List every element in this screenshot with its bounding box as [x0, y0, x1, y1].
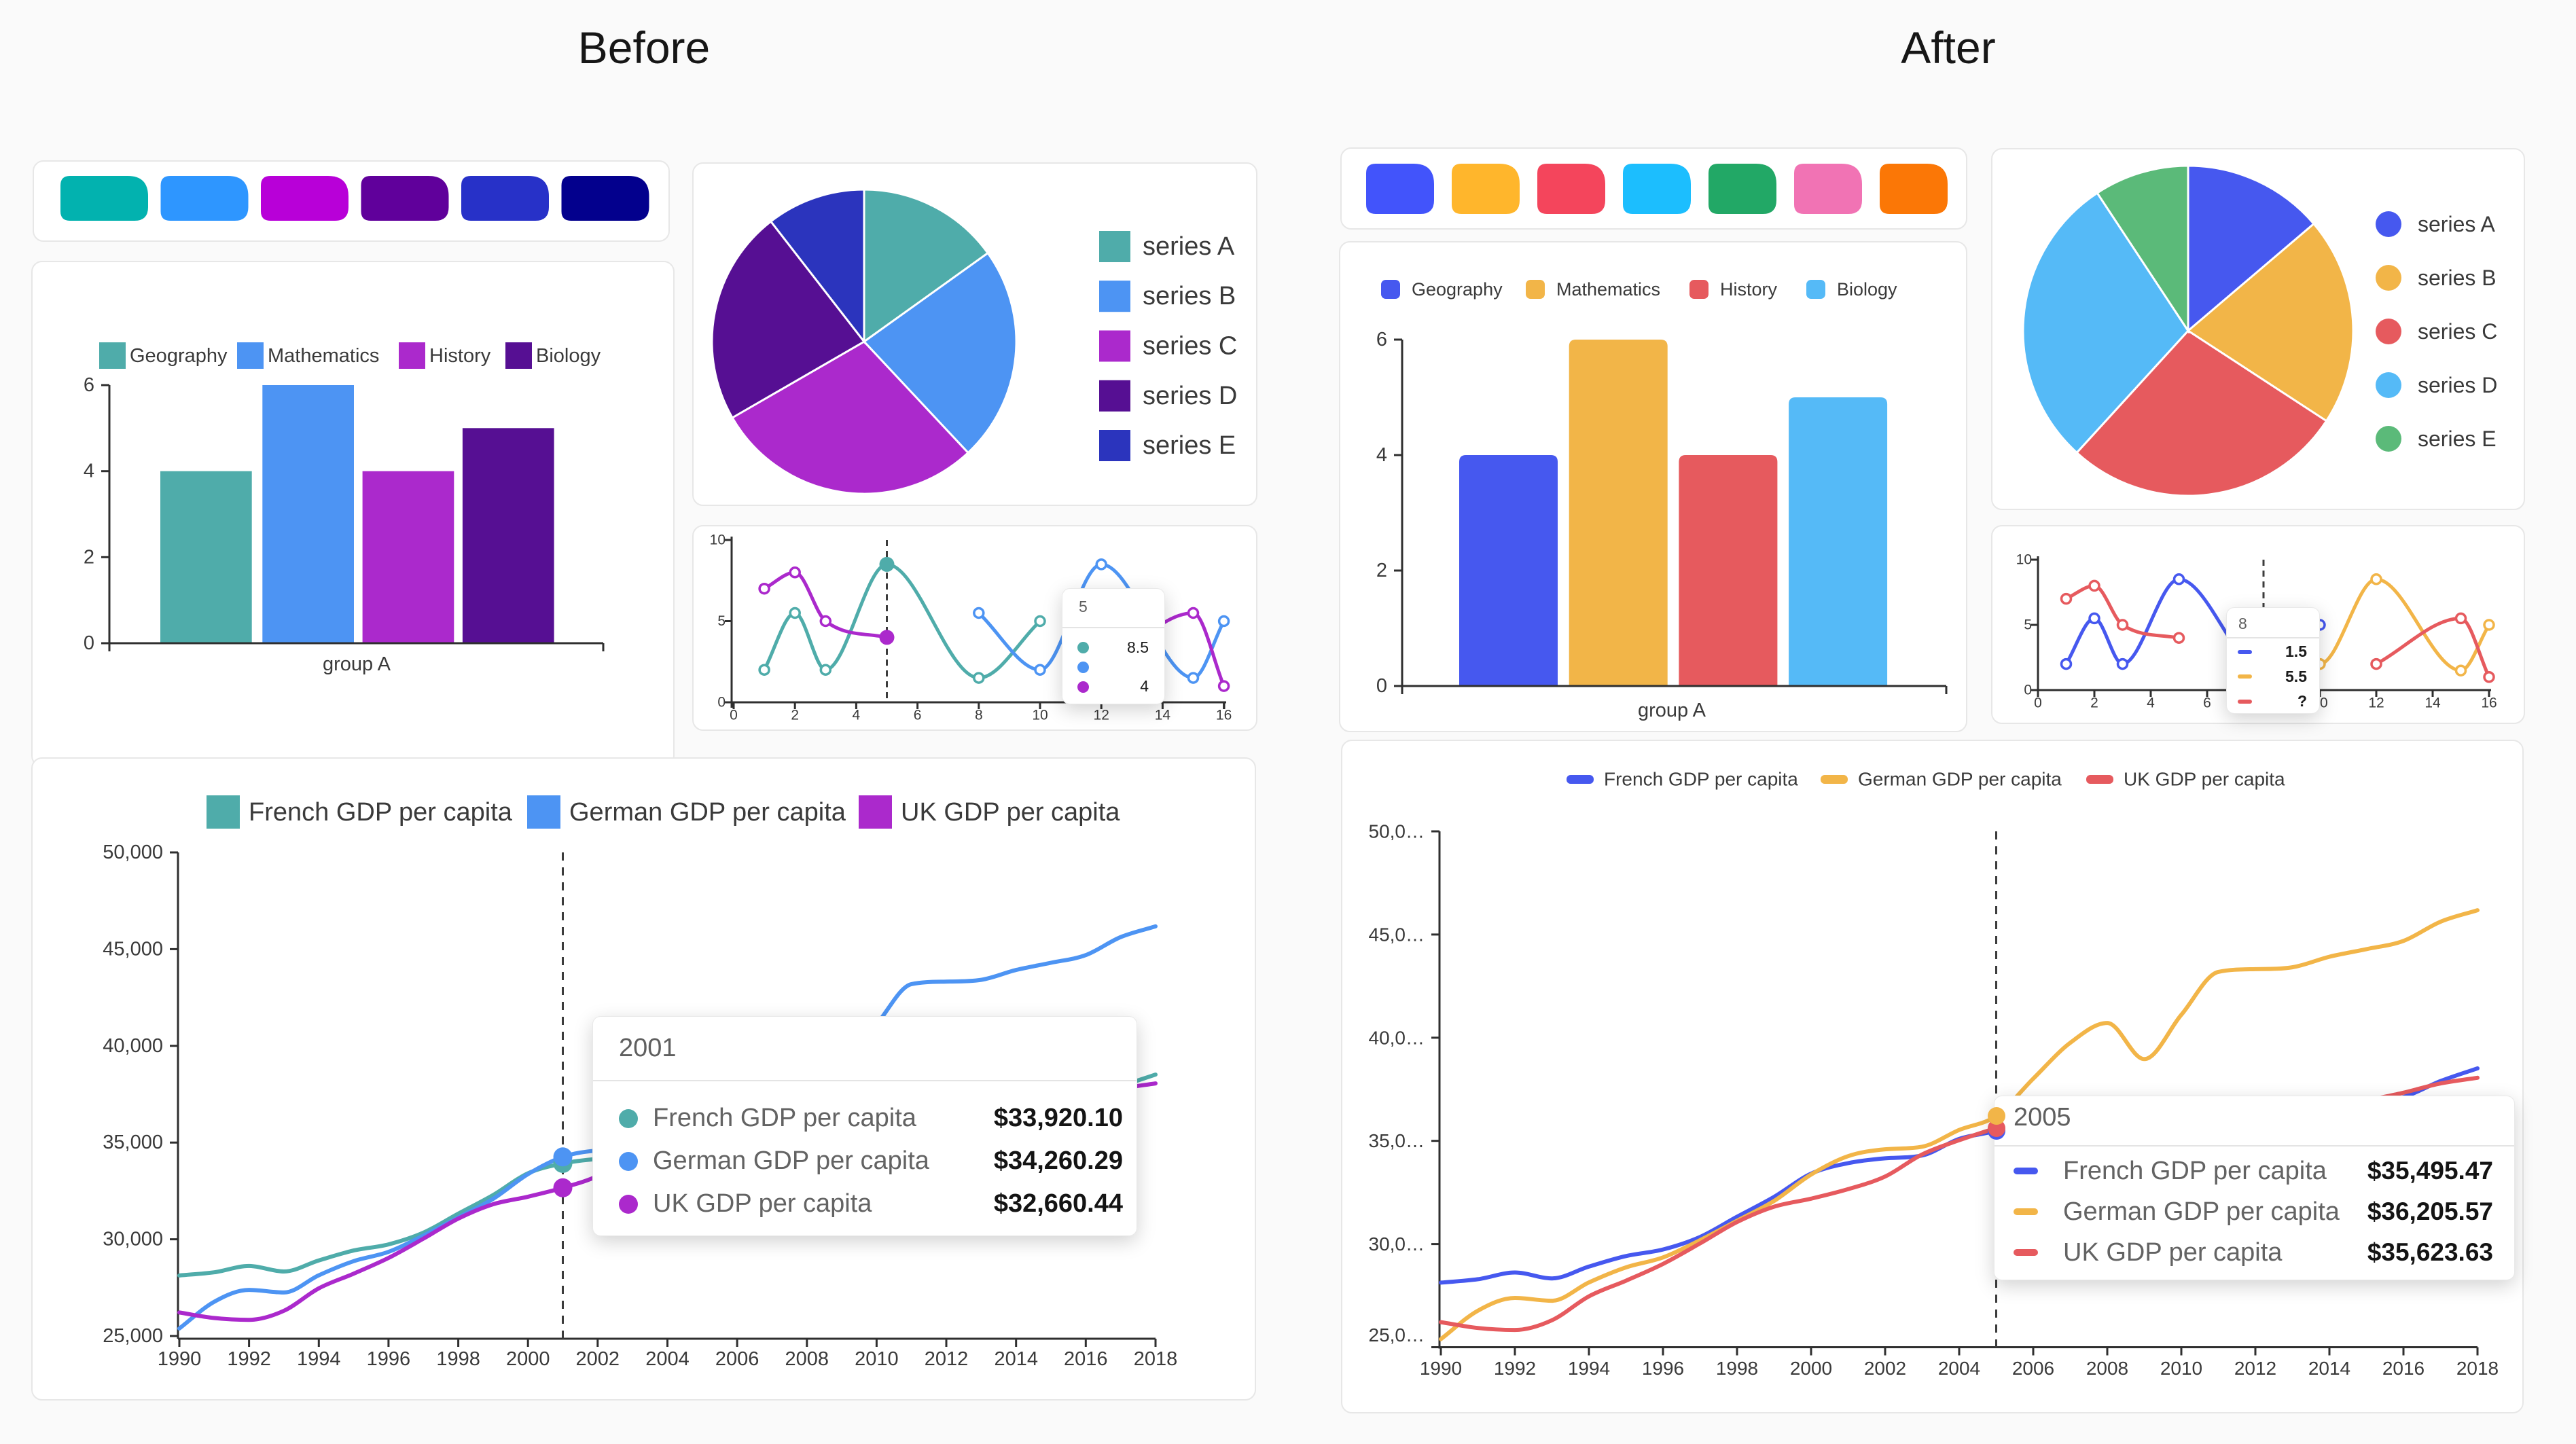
svg-text:50,0…: 50,0…: [1369, 821, 1425, 842]
svg-text:45,000: 45,000: [103, 938, 163, 960]
svg-text:2000: 2000: [506, 1348, 550, 1370]
svg-text:0: 0: [84, 632, 94, 654]
svg-text:2010: 2010: [855, 1348, 899, 1370]
svg-text:1990: 1990: [158, 1348, 202, 1370]
svg-text:2006: 2006: [2012, 1358, 2054, 1379]
svg-text:2: 2: [1376, 560, 1387, 581]
svg-text:group A: group A: [1638, 700, 1706, 721]
svg-text:1998: 1998: [1716, 1358, 1758, 1379]
svg-text:2: 2: [2090, 696, 2098, 711]
svg-text:1996: 1996: [1642, 1358, 1684, 1379]
svg-text:series B: series B: [2418, 266, 2497, 290]
svg-text:series A: series A: [1143, 232, 1235, 261]
svg-text:2006: 2006: [715, 1348, 759, 1370]
svg-text:2012: 2012: [925, 1348, 969, 1370]
svg-text:German GDP per capita: German GDP per capita: [569, 798, 846, 827]
svg-text:2008: 2008: [785, 1348, 829, 1370]
svg-text:14: 14: [2425, 696, 2441, 711]
svg-text:series D: series D: [1143, 382, 1237, 410]
svg-text:French GDP per capita: French GDP per capita: [249, 798, 513, 827]
svg-text:30,000: 30,000: [103, 1229, 163, 1250]
svg-text:2004: 2004: [645, 1348, 690, 1370]
svg-text:1994: 1994: [297, 1348, 341, 1370]
svg-text:2002: 2002: [1864, 1358, 1906, 1379]
svg-text:Mathematics: Mathematics: [268, 345, 379, 367]
svg-text:series E: series E: [2418, 427, 2497, 451]
svg-text:6: 6: [914, 708, 922, 723]
svg-text:35,000: 35,000: [103, 1132, 163, 1153]
svg-text:1992: 1992: [1494, 1358, 1536, 1379]
svg-text:2004: 2004: [1938, 1358, 1980, 1379]
svg-text:French GDP per capita: French GDP per capita: [1604, 769, 1798, 790]
svg-text:History: History: [1720, 279, 1778, 300]
svg-text:2016: 2016: [2382, 1358, 2425, 1379]
svg-text:5: 5: [2024, 617, 2032, 633]
svg-text:10: 10: [1032, 708, 1048, 723]
svg-text:UK GDP per capita: UK GDP per capita: [2124, 769, 2285, 790]
svg-text:Biology: Biology: [536, 345, 601, 367]
svg-text:Geography: Geography: [1412, 279, 1503, 300]
svg-text:2018: 2018: [1134, 1348, 1178, 1370]
svg-text:Biology: Biology: [1837, 279, 1897, 300]
svg-text:6: 6: [84, 374, 94, 396]
svg-text:4: 4: [853, 708, 861, 723]
svg-text:8: 8: [975, 708, 983, 723]
svg-text:4: 4: [1376, 444, 1387, 466]
svg-text:40,000: 40,000: [103, 1035, 163, 1057]
svg-text:50,000: 50,000: [103, 842, 163, 863]
svg-text:group A: group A: [323, 653, 391, 675]
svg-text:0: 0: [1376, 675, 1387, 697]
svg-text:0: 0: [2034, 696, 2042, 711]
svg-text:30,0…: 30,0…: [1369, 1233, 1425, 1255]
svg-text:2014: 2014: [994, 1348, 1038, 1370]
svg-text:Mathematics: Mathematics: [1556, 279, 1660, 300]
svg-text:2018: 2018: [2456, 1358, 2499, 1379]
svg-text:35,0…: 35,0…: [1369, 1130, 1425, 1151]
svg-text:1996: 1996: [367, 1348, 411, 1370]
svg-text:0: 0: [2024, 683, 2032, 698]
svg-text:2: 2: [791, 708, 799, 723]
svg-text:4: 4: [2147, 696, 2155, 711]
svg-text:4: 4: [84, 461, 94, 482]
svg-text:2008: 2008: [2086, 1358, 2128, 1379]
svg-text:10: 10: [2016, 552, 2032, 568]
svg-text:0: 0: [717, 695, 726, 710]
svg-text:series E: series E: [1143, 431, 1236, 460]
svg-text:1990: 1990: [1420, 1358, 1462, 1379]
svg-text:1998: 1998: [436, 1348, 480, 1370]
svg-text:5: 5: [717, 613, 726, 629]
svg-text:series A: series A: [2418, 212, 2495, 236]
svg-text:1994: 1994: [1568, 1358, 1610, 1379]
svg-text:12: 12: [1094, 708, 1109, 723]
svg-text:0: 0: [730, 708, 738, 723]
svg-text:16: 16: [1216, 708, 1232, 723]
svg-text:10: 10: [710, 533, 726, 548]
svg-text:2000: 2000: [1790, 1358, 1832, 1379]
svg-text:series C: series C: [2418, 319, 2497, 344]
svg-text:6: 6: [1376, 329, 1387, 350]
svg-text:40,0…: 40,0…: [1369, 1027, 1425, 1048]
svg-text:German GDP per capita: German GDP per capita: [1858, 769, 2062, 790]
svg-text:2014: 2014: [2308, 1358, 2350, 1379]
svg-text:16: 16: [2481, 696, 2497, 711]
svg-text:12: 12: [2368, 696, 2384, 711]
svg-text:2: 2: [84, 546, 94, 568]
svg-text:series B: series B: [1143, 282, 1236, 310]
svg-text:series C: series C: [1143, 332, 1237, 361]
svg-text:14: 14: [1155, 708, 1171, 723]
svg-text:45,0…: 45,0…: [1369, 924, 1425, 945]
svg-text:Geography: Geography: [130, 345, 228, 367]
svg-text:25,0…: 25,0…: [1369, 1324, 1425, 1346]
svg-text:1992: 1992: [227, 1348, 271, 1370]
svg-text:25,000: 25,000: [103, 1325, 163, 1347]
svg-text:History: History: [429, 345, 491, 367]
svg-text:series D: series D: [2418, 373, 2497, 397]
svg-text:2002: 2002: [576, 1348, 620, 1370]
svg-text:2012: 2012: [2234, 1358, 2276, 1379]
svg-text:6: 6: [2203, 696, 2211, 711]
svg-text:UK GDP per capita: UK GDP per capita: [901, 798, 1120, 827]
svg-text:2016: 2016: [1064, 1348, 1108, 1370]
svg-text:2010: 2010: [2160, 1358, 2202, 1379]
